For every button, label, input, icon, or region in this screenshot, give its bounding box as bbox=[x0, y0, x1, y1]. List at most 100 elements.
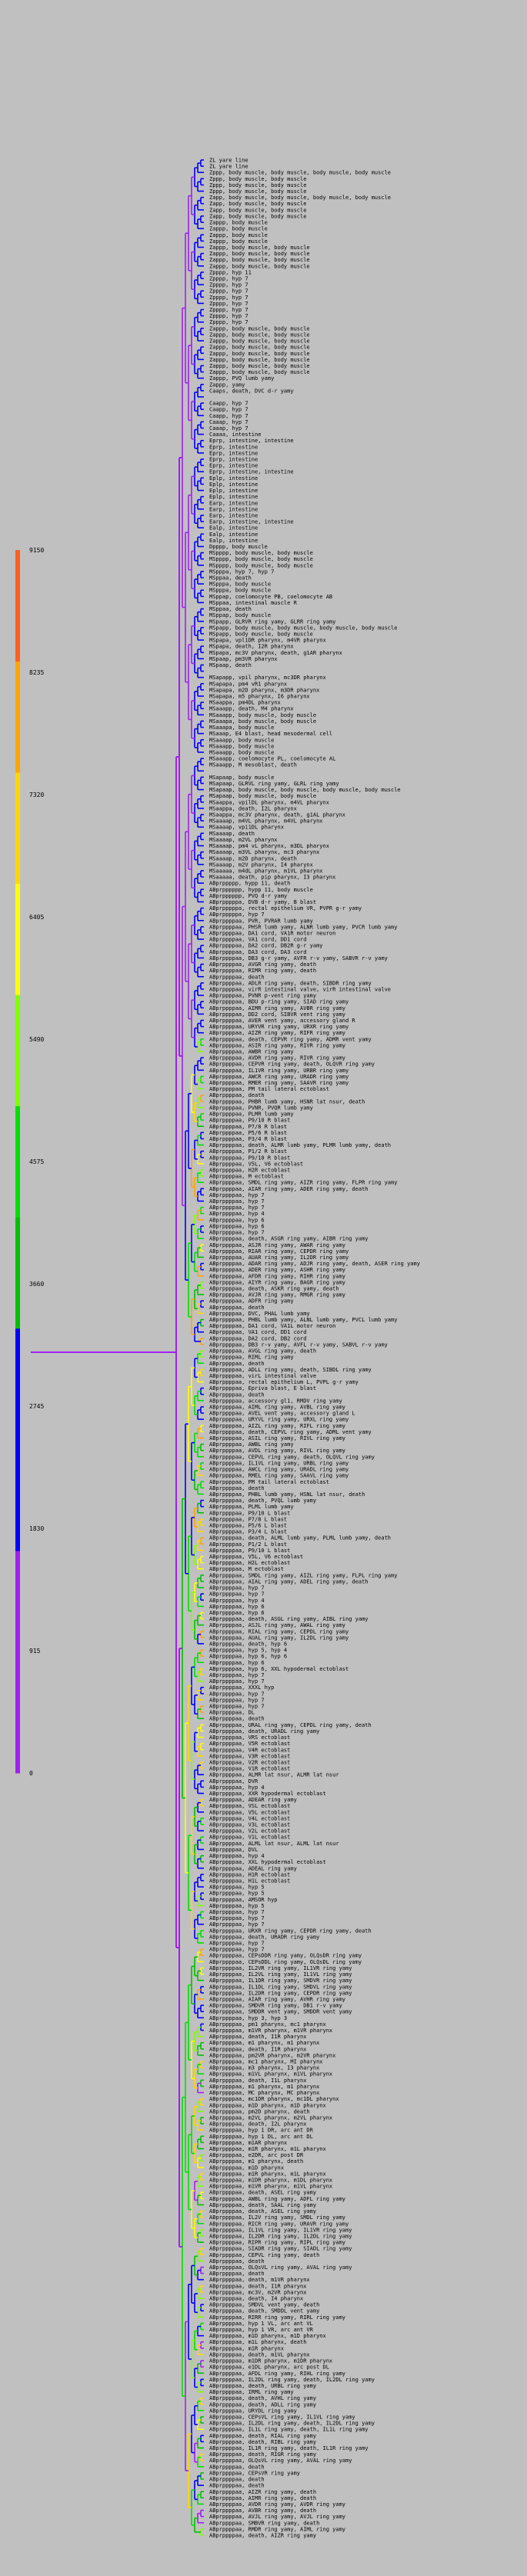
color-scale-segment bbox=[15, 883, 20, 995]
leaf-label: ABprppppaa, hyp 6 bbox=[209, 1223, 265, 1229]
leaf-label: ABprppppaa, hyp 7 bbox=[209, 1198, 265, 1205]
leaf-label: ABprppppaa, mc3V, m2VR pharynx bbox=[209, 2289, 306, 2295]
leaf-label: Eplp, intestine bbox=[209, 482, 258, 488]
leaf-label: ABprppppaa, PVNR, PVQR lumb yamy bbox=[209, 1105, 313, 1111]
leaf-label: ABprppppaa, SMDDR vent yamy, SMDDR vent … bbox=[209, 2009, 352, 2015]
leaf-label: ABprppppaa, V5L, V6 ectoblast bbox=[209, 1554, 303, 1560]
leaf-label: ABprpppppp, hypp 11, body muscle bbox=[209, 887, 313, 893]
color-scale-segment bbox=[15, 1105, 20, 1218]
leaf-label: ABprppppaa, AIYR ring yamy, BAGR ring ya… bbox=[209, 1279, 345, 1285]
leaf-label: MSapaap, GLRVL ring yamy, GLRL ring yamy bbox=[209, 781, 339, 787]
color-scale: 0 915 1830 2745 3660 4575 5490 6405 7320 8235 9150 bbox=[15, 547, 44, 1777]
leaf-label: Zpppp, hyp 7 bbox=[209, 307, 248, 313]
leaf-label: Zappp, body muscle bbox=[209, 238, 268, 245]
leaf-label: ABprppppaa, hyp 1 DL, arc ant DL bbox=[209, 2134, 313, 2140]
leaf-label: ABprppppaa, rectal epithelium L, PVPL g-… bbox=[209, 1379, 359, 1385]
leaf-label: ABprppppaa, AWCL ring yamy, URADL ring y… bbox=[209, 1467, 349, 1473]
leaf-label: Zappp, body muscle, body muscle bbox=[209, 332, 310, 338]
leaf-label: ABprppppaa, H1L ectoblast bbox=[209, 1878, 290, 1884]
leaf-label: ABprppppaa, death, SAAL ring yamy bbox=[209, 2202, 316, 2208]
leaf-label: MSapapa, m5 pharynx, I6 pharynx bbox=[209, 694, 310, 700]
leaf-label: Zappp, body muscle, body muscle bbox=[209, 363, 310, 369]
leaf-label: ABprppppaa, M ectoblast bbox=[209, 1174, 284, 1180]
leaf-label: ABprppppaa, CEPVR ring yamy, death, OLQV… bbox=[209, 1061, 375, 1068]
leaf-label: MSaaapp, coelomocyte PL, coelomocyte AL bbox=[209, 756, 335, 762]
leaf-label: ABprppppaa, virL intestinal valve bbox=[209, 1373, 316, 1379]
leaf-label: ABprppppaa, m1 pharynx, m1 pharynx bbox=[209, 2084, 319, 2090]
leaf-label: ABprppppaa, death, m1VL pharynx bbox=[209, 2351, 310, 2358]
leaf-label: ABprppppaa, death, I1R pharynx bbox=[209, 2034, 306, 2040]
leaf-label: ABprppppaa, m1R pharynx, m1L pharynx bbox=[209, 2146, 326, 2152]
leaf-label: Zppp, body muscle, body muscle bbox=[209, 182, 306, 188]
leaf-label: MSaaaap, death bbox=[209, 831, 255, 837]
leaf-label: ABprppppaa, V3R ectoblast bbox=[209, 1753, 290, 1759]
leaf-label: ZL yare line bbox=[209, 158, 248, 164]
leaf-label: ABprppppaa, death, I1R pharynx bbox=[209, 2283, 306, 2289]
leaf-label: ABprppppaa, death bbox=[209, 1361, 265, 1367]
leaf-label: ABprppppaa, hyp 4 bbox=[209, 1853, 265, 1859]
leaf-label: ABprppppaa, V1L ectoblast bbox=[209, 1835, 290, 1841]
leaf-label: MSaaapp, M mesoblast, death bbox=[209, 762, 297, 768]
leaf-label: ABprppppaa, death bbox=[209, 2271, 265, 2277]
leaf-label: ABprppppaa, e1DL pharynx, arc post DL bbox=[209, 2364, 329, 2371]
leaf-label: MSpppa, hyp 7, hyp 7 bbox=[209, 568, 274, 575]
leaf-label: MSaaaap, m4VL pharynx, m4VL pharynx bbox=[209, 818, 323, 825]
leaf-label: ABprppppaa, IL2DR ring yamy, CEPDR ring … bbox=[209, 1990, 352, 1996]
leaf-label: MSapaap, body muscle, body muscle bbox=[209, 793, 316, 799]
leaf-label: ABprppppaa, V1R ectoblast bbox=[209, 1766, 290, 1772]
leaf-label: ABprppppaa, DA1 cord, VA1L motor neuron bbox=[209, 1323, 335, 1329]
leaf-label: ABprppppaa, XXL hypodermal ectoblast bbox=[209, 1859, 326, 1865]
leaf-label: MSaaapa, body muscle, body muscle bbox=[209, 718, 316, 725]
leaf-label: MSpppp, body muscle, body muscle bbox=[209, 562, 313, 568]
leaf-label: Caapp, hyp 7 bbox=[209, 407, 248, 413]
leaf-label: ABprppppaa, ADAR ring yamy, ADJR ring ya… bbox=[209, 1261, 420, 1267]
leaf-label: ABprppppaa, H2R ectoblast bbox=[209, 1168, 290, 1174]
leaf-label: ABprppppaa, PHSR lumb yamy, ALNR lumb ya… bbox=[209, 924, 397, 930]
leaf-label: Caapp, hyp 7 bbox=[209, 401, 248, 407]
leaf-label: Zpppp, hyp 7 bbox=[209, 295, 248, 301]
leaf-label: ABprppppaa, death, hyp 6 bbox=[209, 1641, 287, 1647]
leaf-label: ABprppppaa, hyp 6, hyp 6 bbox=[209, 1654, 287, 1660]
leaf-label: ABprppppaa, AVJR ring yamy, RMGR ring ya… bbox=[209, 1292, 345, 1298]
leaf-label: Zappp, body muscle, body muscle bbox=[209, 338, 310, 345]
leaf-label: ABprppppaa, m1VR pharynx, m1VR pharynx bbox=[209, 2028, 332, 2034]
leaf-label: ABprppppaa, death, CEPVL ring yamy, ADML… bbox=[209, 1429, 372, 1435]
leaf-label: ABprppppaa, RMEL ring yamy, SAAVL ring y… bbox=[209, 1473, 349, 1479]
leaf-label: ABprppppaa, hyp 7 bbox=[209, 1678, 265, 1685]
leaf-label: ABprppppaa, VA1 cord, DD1 cord bbox=[209, 937, 306, 943]
leaf-label: Zppp, body muscle, body muscle, body mus… bbox=[209, 170, 391, 176]
leaf-label: ABprppppaa, P7/8 R blast bbox=[209, 1124, 287, 1130]
leaf-label: ABprppppaa, hyp 7 bbox=[209, 1591, 265, 1598]
leaf-label: ABprppppaa, AIAR ring yamy, AVHR ring ya… bbox=[209, 1996, 345, 2002]
leaf-label: ABprppppaa, P9/10 R blast bbox=[209, 1155, 290, 1161]
leaf-label: Ealp, intestine bbox=[209, 532, 258, 538]
leaf-label: Earp, intestine bbox=[209, 512, 258, 518]
leaf-label: ABprppppaa, P3/4 L blast bbox=[209, 1529, 287, 1535]
leaf-label: MSapaap, body muscle, body muscle, body … bbox=[209, 787, 401, 793]
leaf-label: ABprppppaa, virR intestinal valve, virR … bbox=[209, 986, 391, 992]
leaf-label: ABprppppaa, ASIL ring yamy, RIVL ring ya… bbox=[209, 1435, 345, 1441]
color-scale-label: 2745 bbox=[29, 1403, 44, 1410]
leaf-label: MSapaap, body muscle bbox=[209, 775, 274, 781]
leaf-label: MSaaaap, pm4 vL pharynx, m3DL pharynx bbox=[209, 843, 329, 849]
leaf-label: Caaaa, intestine bbox=[209, 432, 261, 438]
leaf-label: ABprppppaa, death, RIGR ring yamy bbox=[209, 2451, 316, 2458]
leaf-label: Zpppp, hyp 7 bbox=[209, 282, 248, 288]
leaf-label: MSpppa, body muscle bbox=[209, 582, 271, 588]
leaf-label: ABprppppaa, AIAR ring yamy, ADER ring ya… bbox=[209, 1186, 369, 1192]
leaf-label: ABprppppaa, m1D pharynx, m1D pharynx bbox=[209, 2102, 326, 2108]
leaf-label: Zappp, body muscle bbox=[209, 220, 268, 226]
color-scale-label: 9150 bbox=[29, 547, 44, 554]
leaf-label: ABprppppaa, death, ASGR ring yamy, AIBR … bbox=[209, 1236, 369, 1242]
leaf-label: MSaappa, mc3V pharynx, death, g1AL phary… bbox=[209, 812, 345, 818]
color-scale-label: 6405 bbox=[29, 914, 44, 921]
leaf-label: ABprppppaa, P9/10 L blast bbox=[209, 1510, 290, 1516]
color-scale-label: 915 bbox=[29, 1648, 41, 1655]
leaf-label: ABprppppaa, AIMR ring yamy, death bbox=[209, 2495, 316, 2501]
leaf-label: ABprppppaa, URAL ring yamy, CEPDL ring y… bbox=[209, 1722, 372, 1728]
leaf-label: ABprppppaa, pm2VR pharynx, m2VR pharynx bbox=[209, 2052, 335, 2058]
leaf-label: ABprppppaa, death, I1R pharynx bbox=[209, 2046, 306, 2052]
leaf-label: ABprppppaa, CEPVL ring yamy, death bbox=[209, 2252, 319, 2258]
leaf-label: ABprppppaa, CEPsDDL ring yamy, OLQsDL ri… bbox=[209, 1959, 362, 1965]
leaf-label: ABprppppaa, IL1VL ring yamy, URBL ring y… bbox=[209, 1460, 349, 1466]
